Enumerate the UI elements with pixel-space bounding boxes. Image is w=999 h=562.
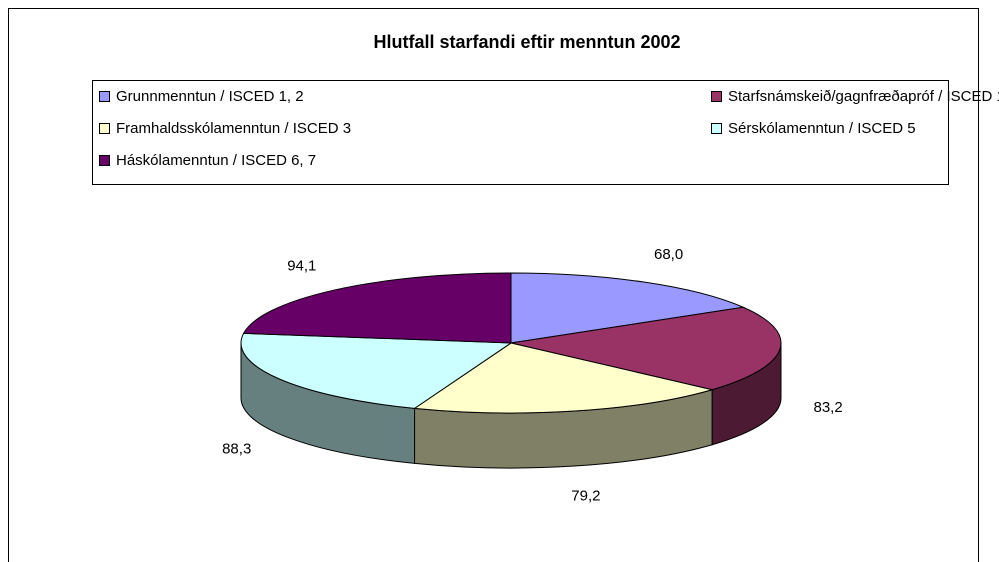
legend-marker [99, 91, 110, 102]
slice [510, 306, 782, 391]
chart-title: Hlutfall starfandi eftir menntun 2002 [373, 32, 680, 52]
legend-label: Sérskólamenntun / ISCED 5 [728, 120, 916, 137]
data-label: 79,2 [571, 488, 600, 505]
chart-border [8, 8, 979, 562]
legend-label: Framhaldsskólamenntun / ISCED 3 [116, 120, 351, 137]
data-label: 68,0 [654, 246, 683, 263]
slice [242, 272, 512, 344]
legend-marker [99, 155, 110, 166]
data-label: 88,3 [222, 441, 251, 458]
legend-marker [711, 91, 722, 102]
legend-marker [711, 123, 722, 134]
legend-marker [99, 123, 110, 134]
slice [413, 342, 715, 414]
slice [240, 332, 513, 409]
data-label: 83,2 [813, 399, 842, 416]
data-label: 94,1 [287, 257, 316, 274]
slice [510, 272, 745, 344]
legend-label: Háskólamenntun / ISCED 6, 7 [116, 152, 316, 169]
legend-label: Starfsnámskeið/gagnfræðapróf / ISCED 1,2… [728, 88, 999, 105]
legend-label: Grunnmenntun / ISCED 1, 2 [116, 88, 304, 105]
legend-box [92, 80, 949, 185]
